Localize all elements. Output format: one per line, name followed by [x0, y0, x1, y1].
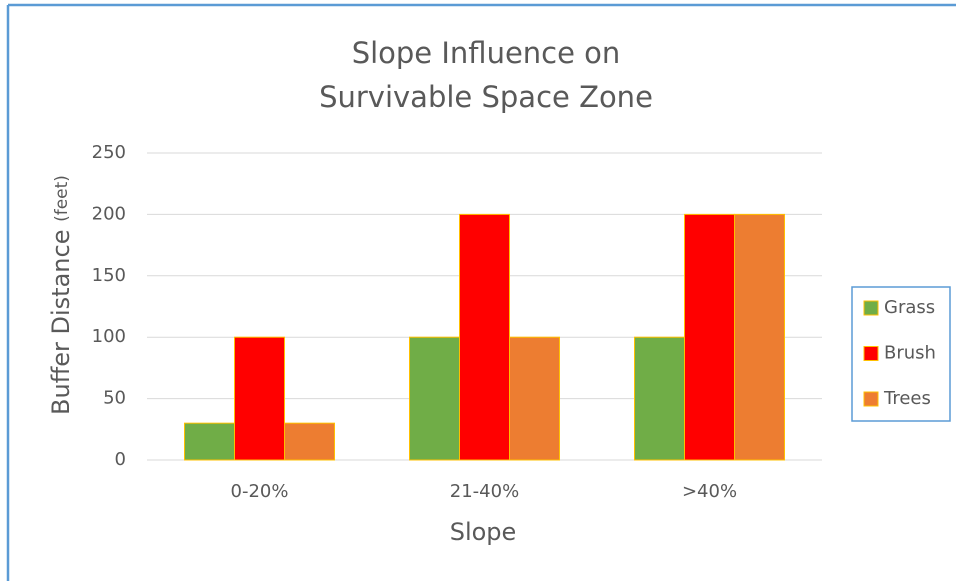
- legend-label: Trees: [883, 388, 931, 409]
- bar: [459, 213, 510, 461]
- x-axis-title: Slope: [450, 518, 517, 546]
- bar: [684, 213, 735, 461]
- legend-swatch: [863, 300, 879, 316]
- bar: [634, 336, 685, 461]
- bar: [409, 336, 460, 461]
- y-tick-label: 250: [92, 142, 126, 163]
- y-axis-title: Buffer Distance (feet): [47, 175, 75, 415]
- y-axis-title-unit: (feet): [52, 175, 72, 222]
- legend-swatch: [863, 346, 879, 361]
- y-tick-label: 100: [92, 326, 126, 347]
- legend-label: Grass: [884, 297, 935, 318]
- bar: [734, 213, 785, 461]
- legend-swatch: [863, 391, 879, 407]
- x-tick-label: 0-20%: [231, 481, 289, 502]
- bar: [284, 422, 335, 461]
- legend-label: Brush: [884, 343, 936, 364]
- y-tick-label: 150: [92, 265, 126, 286]
- chart-title: Survivable Space Zone: [319, 80, 653, 114]
- bar: [509, 336, 560, 461]
- y-axis-title-main: Buffer Distance: [47, 230, 75, 415]
- chart-title: Slope Influence on: [352, 36, 621, 70]
- x-tick-label: 21-40%: [450, 481, 519, 502]
- y-tick-label: 0: [115, 449, 126, 470]
- y-tick-label: 200: [92, 203, 126, 224]
- bar: [184, 422, 235, 461]
- x-tick-label: >40%: [682, 481, 737, 502]
- bar: [234, 336, 285, 461]
- y-tick-label: 50: [103, 388, 126, 409]
